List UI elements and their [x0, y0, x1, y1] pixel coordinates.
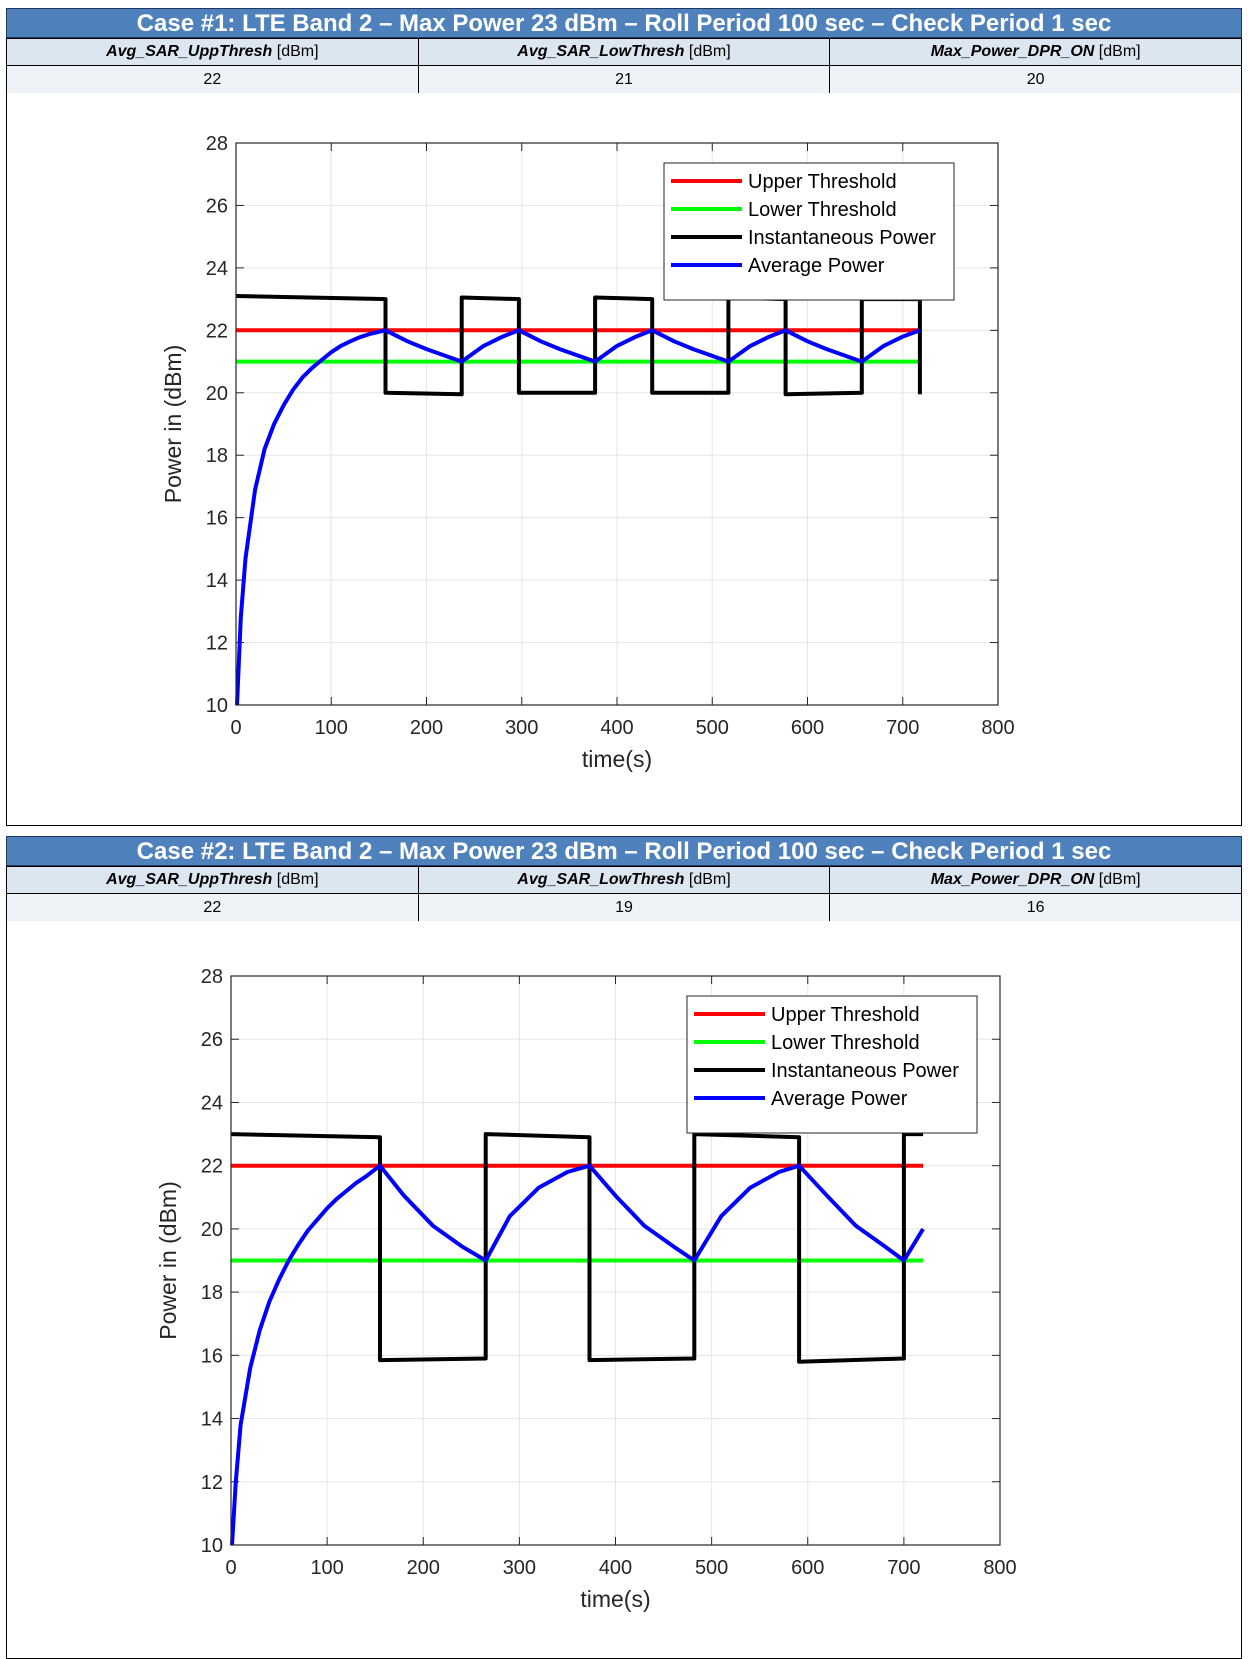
y-tick-label: 26: [206, 195, 228, 217]
param-name: Avg_SAR_LowThresh: [517, 871, 685, 888]
x-tick-label: 0: [225, 1557, 236, 1579]
y-tick-label: 28: [206, 133, 228, 155]
x-tick-label: 500: [695, 1557, 728, 1579]
series-line-average-power: [235, 328, 921, 706]
y-tick-label: 16: [201, 1345, 223, 1367]
series-line-average-power: [230, 1163, 925, 1546]
param-value: 22: [6, 65, 419, 94]
x-tick-label: 200: [410, 717, 443, 739]
x-tick-label: 700: [886, 717, 919, 739]
param-value: 22: [6, 893, 419, 922]
x-axis-label: time(s): [582, 746, 652, 772]
y-tick-label: 26: [201, 1029, 223, 1051]
plot-frame: [230, 975, 1001, 1546]
param-unit: [dBm]: [688, 43, 731, 60]
y-tick-label: 22: [201, 1156, 223, 1178]
legend-entry: Upper Threshold: [748, 171, 897, 193]
series-line-instantaneous-power: [230, 1132, 924, 1364]
x-tick-label: 800: [981, 717, 1014, 739]
y-tick-label: 14: [206, 570, 228, 592]
case-2-param-table: Avg_SAR_UppThresh [dBm] Avg_SAR_LowThres…: [6, 866, 1242, 922]
legend-entry: Average Power: [748, 255, 885, 277]
case-1-section: Case #1: LTE Band 2 – Max Power 23 dBm –…: [6, 8, 1242, 826]
legend-entry: Average Power: [771, 1088, 908, 1110]
case-2-chart-panel: 0 100 200 300 400 500 600 700 800 10 12 14 16 18 20 22 2…: [6, 921, 1242, 1659]
param-value: 21: [417, 65, 831, 94]
case-1-chart-panel: 0 100 200 300 400 500 600 700 800 10 12 14 16 18 20 22 2…: [6, 93, 1242, 826]
param-header: Max_Power_DPR_ON [dBm]: [829, 38, 1242, 66]
y-tick-label: 12: [201, 1472, 223, 1494]
param-unit: [dBm]: [1098, 43, 1141, 60]
x-tick-label: 800: [983, 1557, 1016, 1579]
y-tick-label: 28: [201, 966, 223, 988]
legend-entry: Upper Threshold: [771, 1004, 920, 1026]
x-tick-label: 600: [791, 717, 824, 739]
param-header: Avg_SAR_LowThresh [dBm]: [417, 866, 831, 894]
y-axis-label: Power in (dBm): [160, 345, 186, 503]
param-name: Avg_SAR_UppThresh: [106, 871, 273, 888]
param-unit: [dBm]: [1098, 871, 1141, 888]
case-1-param-table: Avg_SAR_UppThresh [dBm] Avg_SAR_LowThres…: [6, 38, 1242, 94]
y-tick-label: 16: [206, 508, 228, 530]
x-tick-label: 400: [600, 717, 633, 739]
y-tick-label: 22: [206, 320, 228, 342]
param-unit: [dBm]: [688, 871, 731, 888]
legend-entry: Instantaneous Power: [771, 1060, 959, 1082]
param-value: 20: [829, 65, 1242, 94]
y-axis-label: Power in (dBm): [155, 1181, 181, 1339]
x-tick-label: 300: [503, 1557, 536, 1579]
param-value: 16: [829, 893, 1242, 922]
x-tick-label: 700: [887, 1557, 920, 1579]
param-header: Max_Power_DPR_ON [dBm]: [829, 866, 1242, 894]
param-name: Max_Power_DPR_ON: [930, 43, 1095, 60]
param-value: 19: [417, 893, 831, 922]
x-tick-label: 400: [599, 1557, 632, 1579]
y-tick-label: 24: [206, 258, 228, 280]
series-line-instantaneous-power: [235, 294, 922, 397]
plot-frame: [235, 142, 999, 706]
legend-entry: Lower Threshold: [771, 1032, 920, 1054]
y-tick-label: 10: [206, 695, 228, 717]
legend: Upper Threshold Lower Threshold Instantane…: [686, 995, 978, 1134]
x-tick-label: 100: [315, 717, 348, 739]
case-2-section: Case #2: LTE Band 2 – Max Power 23 dBm –…: [6, 836, 1242, 1659]
case-1-title: Case #1: LTE Band 2 – Max Power 23 dBm –…: [6, 8, 1242, 38]
x-tick-label: 500: [696, 717, 729, 739]
x-tick-label: 600: [791, 1557, 824, 1579]
param-name: Avg_SAR_LowThresh: [517, 43, 685, 60]
case-1-chart: 0 100 200 300 400 500 600 700 800 10 12 14 16 18 20 22 2…: [160, 133, 1015, 772]
param-unit: [dBm]: [276, 871, 319, 888]
x-tick-label: 200: [407, 1557, 440, 1579]
x-tick-label: 100: [310, 1557, 343, 1579]
param-header: Avg_SAR_UppThresh [dBm]: [6, 866, 419, 894]
param-name: Max_Power_DPR_ON: [930, 871, 1095, 888]
y-tick-label: 18: [201, 1282, 223, 1304]
y-tick-label: 20: [206, 383, 228, 405]
case-2-title: Case #2: LTE Band 2 – Max Power 23 dBm –…: [6, 836, 1242, 866]
param-header: Avg_SAR_LowThresh [dBm]: [417, 38, 831, 66]
y-tick-label: 14: [201, 1409, 223, 1431]
legend-entry: Lower Threshold: [748, 199, 897, 221]
param-header: Avg_SAR_UppThresh [dBm]: [6, 38, 419, 66]
legend-entry: Instantaneous Power: [748, 227, 936, 249]
y-tick-label: 20: [201, 1219, 223, 1241]
y-tick-label: 10: [201, 1535, 223, 1557]
param-unit: [dBm]: [276, 43, 319, 60]
param-name: Avg_SAR_UppThresh: [106, 43, 273, 60]
legend-box: [663, 162, 955, 301]
x-tick-label: 300: [505, 717, 538, 739]
x-axis-label: time(s): [580, 1586, 650, 1612]
legend: Upper Threshold Lower Threshold Instantane…: [663, 162, 955, 301]
x-tick-label: 0: [230, 717, 241, 739]
legend-box: [686, 995, 978, 1134]
case-2-chart: 0 100 200 300 400 500 600 700 800 10 12 14 16 18 20 22 2…: [155, 966, 1017, 1612]
y-tick-label: 24: [201, 1092, 223, 1114]
y-tick-label: 18: [206, 445, 228, 467]
y-tick-label: 12: [206, 633, 228, 655]
